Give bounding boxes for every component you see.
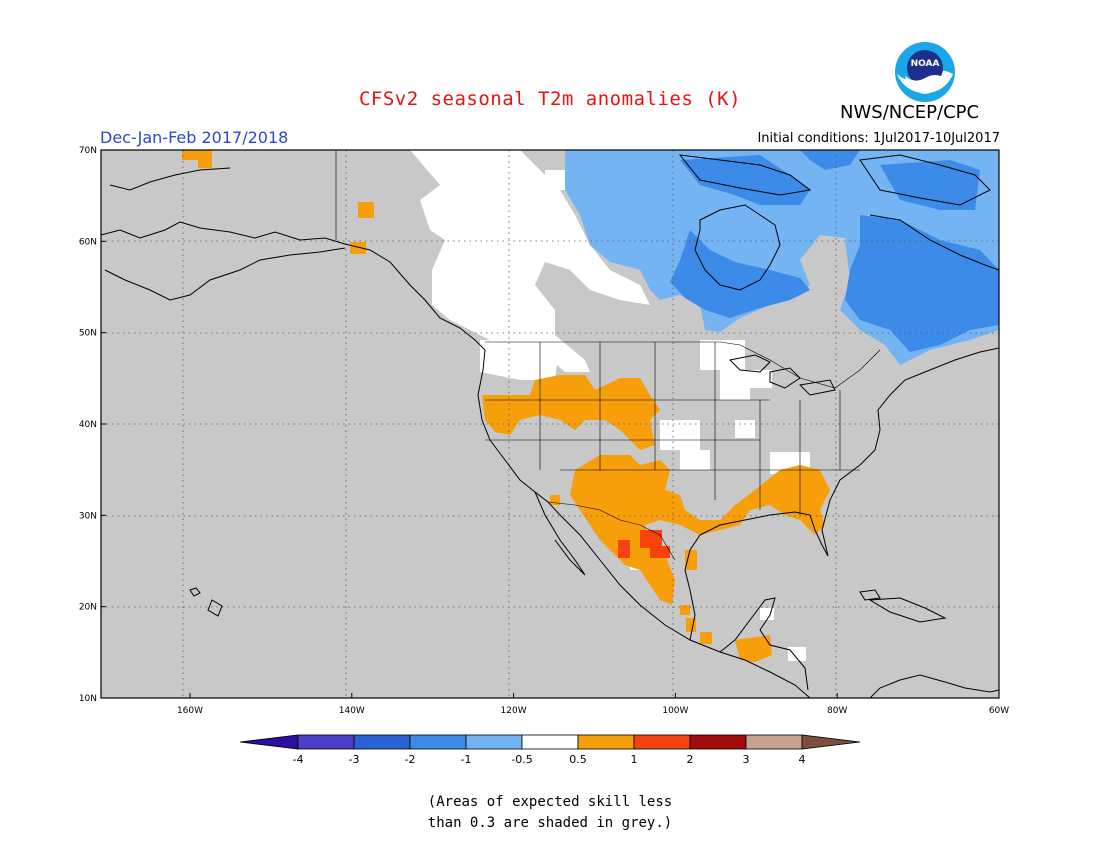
lon-label: 60W xyxy=(989,706,1009,716)
forecast-period: Dec-Jan-Feb 2017/2018 xyxy=(100,128,289,147)
lon-label: 140W xyxy=(339,706,365,716)
coastlines xyxy=(101,154,999,698)
lat-label: 50N xyxy=(79,329,97,339)
borders xyxy=(335,150,881,561)
lon-label: 80W xyxy=(827,706,847,716)
lat-label: 30N xyxy=(79,511,97,521)
note-line-1: (Areas of expected skill less xyxy=(427,794,673,810)
strong-warm-region xyxy=(618,530,670,558)
lon-label: 120W xyxy=(501,706,527,716)
lat-label: 70N xyxy=(79,146,97,156)
lat-label: 20N xyxy=(79,603,97,613)
lat-label: 60N xyxy=(79,237,97,247)
agency-label: NWS/NCEP/CPC xyxy=(840,102,980,123)
lat-label: 40N xyxy=(79,420,97,430)
noaa-logo: NOAA xyxy=(895,42,955,102)
lat-label: 10N xyxy=(79,694,97,704)
skill-note: (Areas of expected skill less than 0.3 a… xyxy=(0,792,1100,834)
note-line-2: than 0.3 are shaded in grey.) xyxy=(427,815,673,831)
warm-region xyxy=(182,150,830,662)
graticule xyxy=(101,150,999,698)
map-title: CFSv2 seasonal T2m anomalies (K) xyxy=(358,88,742,110)
lon-label: 100W xyxy=(662,706,688,716)
initial-conditions: Initial conditions: 1Jul2017-10Jul2017 xyxy=(757,131,1000,146)
lon-label: 160W xyxy=(177,706,203,716)
logo-text: NOAA xyxy=(911,59,940,69)
cool-region-medium xyxy=(670,150,999,352)
